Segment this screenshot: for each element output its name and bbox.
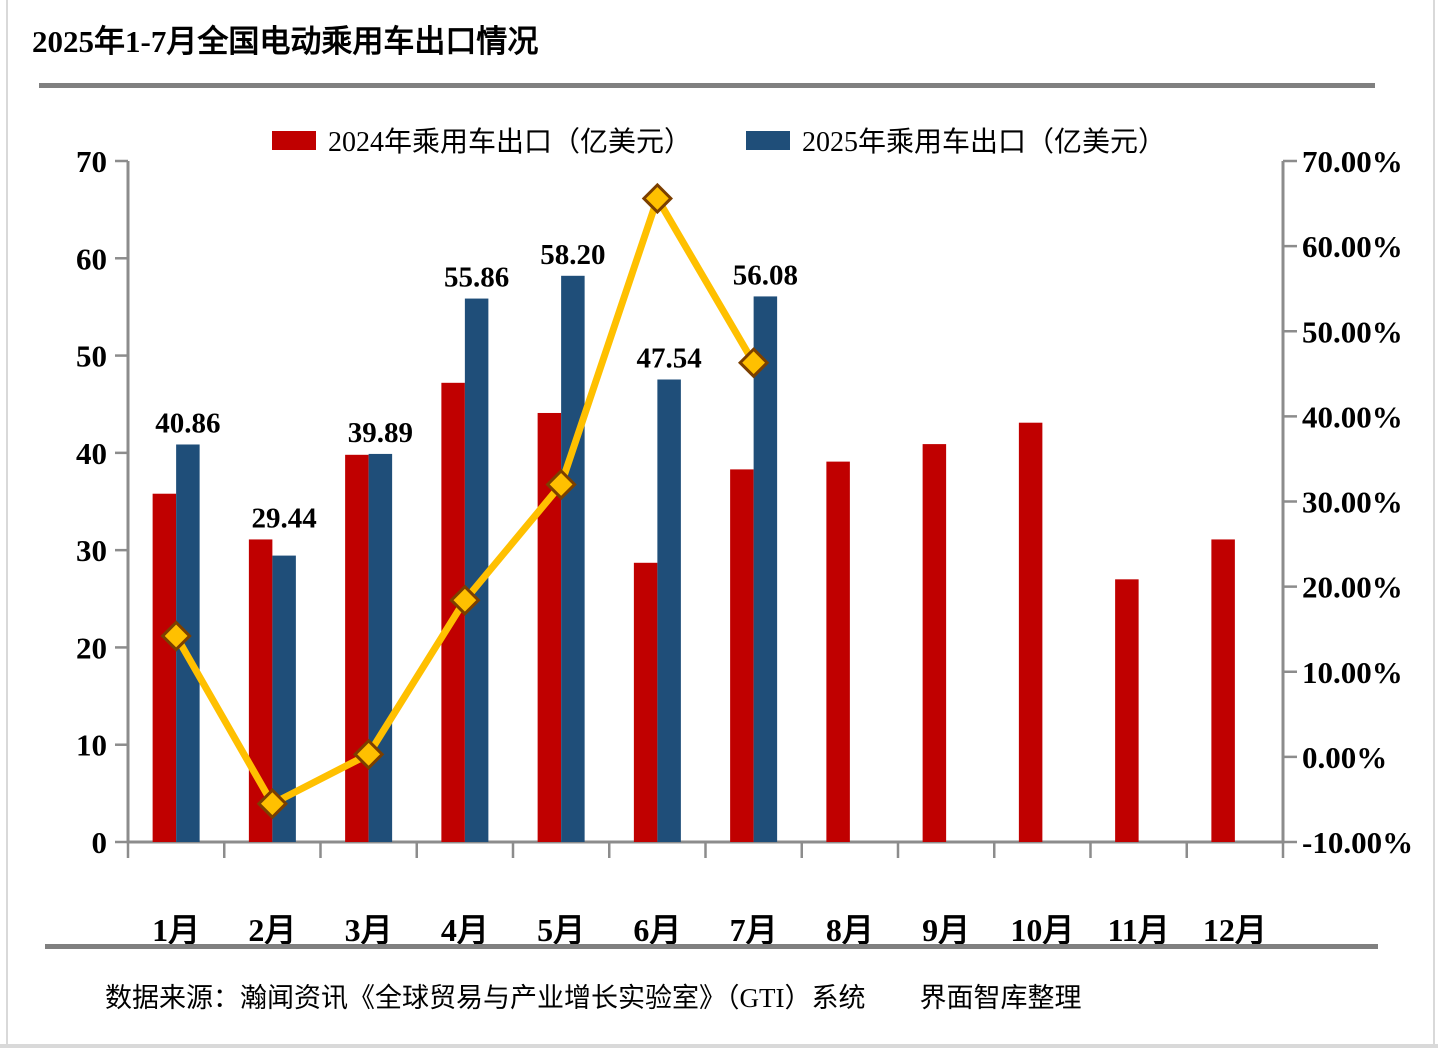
y-left-tick-label: 10	[76, 728, 107, 763]
bar-2025-m6	[657, 379, 681, 842]
bar-2025-m2	[272, 555, 296, 842]
growth-marker-m6	[641, 182, 673, 215]
growth-marker-m5	[545, 468, 577, 501]
bar-value-label: 47.54	[637, 343, 702, 375]
bar-2024-m5	[537, 412, 562, 842]
bar-value-label: 56.08	[733, 259, 798, 291]
y-right-tick-label: 70.00%	[1302, 144, 1403, 179]
bar-2024-m6	[633, 562, 658, 842]
bar-value-label: 29.44	[252, 502, 317, 534]
y-left-tick-label: 0	[92, 825, 108, 860]
month-label: 6月	[633, 912, 681, 948]
month-label: 8月	[826, 912, 874, 948]
y-left-tick-label: 50	[76, 339, 107, 374]
source-note: 数据来源：瀚闻资讯《全球贸易与产业增长实验室》（GTI）系统 界面智库整理	[105, 983, 1082, 1013]
growth-marker-m2	[256, 788, 288, 820]
y-right-tick-label: -10.00%	[1302, 825, 1413, 860]
y-left-tick-label: 40	[76, 436, 107, 471]
title-divider	[39, 83, 1375, 88]
page-left-border	[6, 0, 8, 1048]
month-label: 7月	[730, 912, 778, 948]
month-label: 11月	[1108, 912, 1170, 948]
bar-2025-m5	[561, 275, 585, 843]
bar-2024-m12	[1211, 539, 1235, 842]
bar-value-label: 40.86	[155, 407, 220, 439]
month-label: 9月	[922, 912, 970, 948]
legend-item-2025: 2025年乘用车出口（亿美元）	[746, 120, 1166, 160]
page-right-border	[1433, 0, 1435, 1048]
bar-2024-m3	[345, 454, 369, 842]
bar-2025-m4	[464, 298, 489, 842]
legend-label-2025: 2025年乘用车出口（亿美元）	[802, 127, 1167, 158]
legend-item-2024: 2024年乘用车出口（亿美元）	[271, 120, 692, 160]
month-label: 4月	[441, 912, 489, 948]
legend-label-2024: 2024年乘用车出口（亿美元）	[327, 127, 692, 158]
y-right-tick-label: 0.00%	[1302, 740, 1387, 775]
bar-2024-m8	[826, 461, 850, 842]
page-title: 2025年1-7月全国电动乘用车出口情况	[32, 24, 539, 59]
bar-2024-m11	[1115, 579, 1139, 842]
legend-swatch-2025	[746, 130, 790, 150]
chart-bottom-divider	[45, 944, 1378, 949]
month-label: 5月	[537, 912, 585, 948]
month-label: 1月	[152, 912, 200, 948]
bar-2024-m4	[441, 382, 465, 842]
y-right-tick-label: 60.00%	[1302, 229, 1403, 264]
chart-legend: 2024年乘用车出口（亿美元） 2025年乘用车出口（亿美元）	[0, 120, 1438, 160]
growth-marker-m7	[738, 347, 770, 379]
y-left-tick-label: 60	[76, 241, 107, 276]
y-right-tick-label: 20.00%	[1302, 570, 1403, 605]
bar-2025-m3	[368, 453, 393, 842]
y-left-tick-label: 30	[76, 533, 107, 568]
month-label: 3月	[345, 912, 393, 948]
bar-2024-m10	[1018, 422, 1043, 842]
y-right-tick-label: 40.00%	[1302, 399, 1403, 434]
month-label: 10月	[1010, 912, 1074, 948]
growth-marker-m1	[160, 620, 192, 652]
y-left-tick-label: 70	[76, 144, 107, 179]
legend-swatch-2024	[271, 130, 316, 150]
y-right-tick-label: 10.00%	[1302, 655, 1403, 690]
y-left-tick-label: 20	[76, 630, 107, 665]
bar-value-label: 58.20	[540, 239, 605, 271]
bar-value-label: 55.86	[444, 262, 509, 294]
page-bottom-border	[0, 1044, 1438, 1048]
bar-2025-m1	[176, 444, 200, 842]
bar-2024-m9	[922, 444, 947, 842]
month-label: 2月	[248, 912, 296, 948]
growth-marker-m4	[449, 584, 481, 616]
bar-2025-m7	[753, 296, 778, 842]
bar-2024-m7	[730, 469, 754, 842]
bar-value-label: 39.89	[348, 417, 413, 449]
bar-2024-m1	[152, 493, 177, 842]
growth-marker-m3	[353, 738, 385, 770]
y-right-tick-label: 50.00%	[1302, 314, 1403, 349]
month-label: 12月	[1203, 912, 1267, 948]
y-right-tick-label: 30.00%	[1302, 485, 1403, 520]
